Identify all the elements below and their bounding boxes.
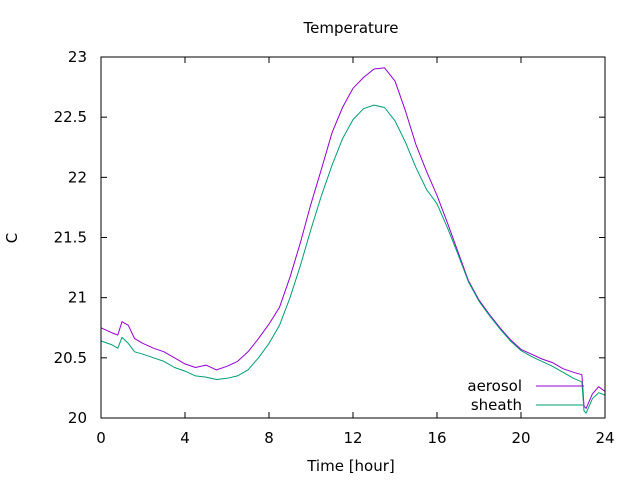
legend-label-aerosol: aerosol [467,377,522,395]
ticks-layer: 0 4 8 12 16 20 24 20 20.5 21 21.5 22 22.5 23 [54,48,615,447]
x-tick-label: 24 [595,429,614,447]
y-axis-label: C [3,233,21,243]
plot-frame [100,56,606,419]
y-tick-label: 20.5 [54,349,87,367]
y-tick-label: 21 [68,289,87,307]
chart-title: Temperature [302,19,398,37]
x-tick-label: 8 [264,429,274,447]
y-tick-label: 20 [68,409,87,427]
y-tick-label: 21.5 [54,229,87,247]
x-tick-label: 20 [511,429,530,447]
x-axis-label: Time [hour] [306,457,395,475]
x-tick-label: 4 [180,429,190,447]
series-layer [100,67,606,414]
x-tick-label: 12 [343,429,362,447]
x-tick-label: 0 [96,429,106,447]
y-tick-label: 23 [68,48,87,66]
series-line-aerosol [100,67,606,409]
x-tick-label: 16 [427,429,446,447]
y-tick-label: 22.5 [54,108,87,126]
series-line-sheath [100,104,606,414]
legend-label-sheath: sheath [471,396,522,414]
y-tick-label: 22 [68,168,87,186]
